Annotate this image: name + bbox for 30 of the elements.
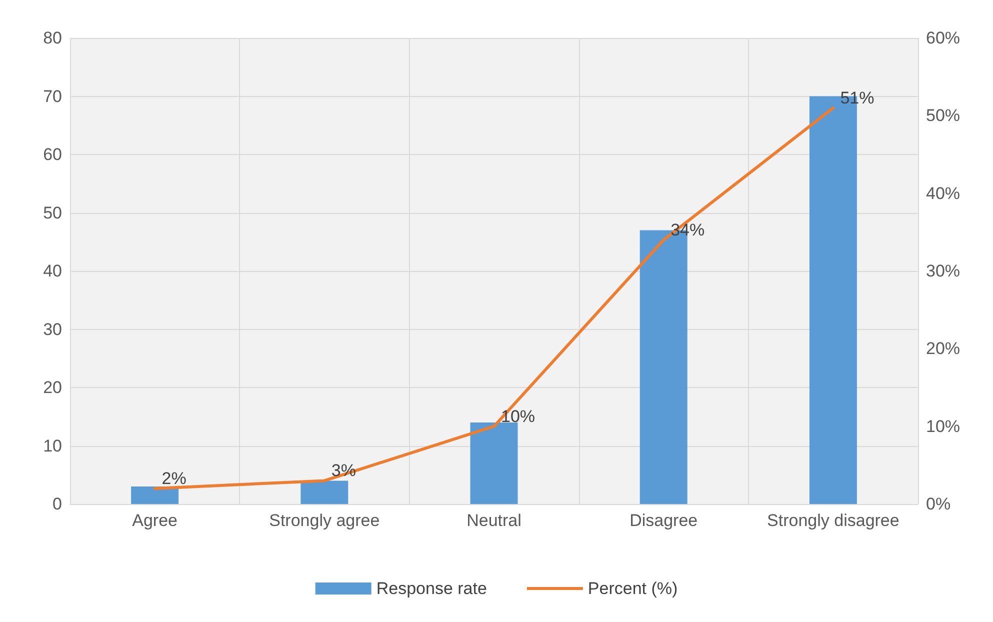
bar: [131, 486, 179, 504]
x-tick-label: Strongly disagree: [767, 511, 900, 530]
y2-tick-label: 10%: [926, 416, 960, 436]
y2-tick-label: 0%: [926, 494, 951, 514]
y2-tick-label: 20%: [926, 339, 960, 358]
y2-tick-label: 50%: [926, 106, 960, 126]
x-tick-label: Disagree: [630, 511, 698, 530]
y2-tick-label: 40%: [926, 184, 960, 203]
x-tick-label: Strongly agree: [269, 511, 380, 530]
data-label: 10%: [501, 406, 536, 426]
y-tick-label: 70: [43, 86, 62, 106]
y2-tick-label: 30%: [926, 262, 960, 280]
y-tick-label: 20: [43, 378, 62, 397]
data-label: 2%: [162, 468, 186, 488]
y-tick-label: 80: [43, 28, 62, 48]
data-label: 51%: [840, 88, 874, 108]
y-tick-label: 50: [43, 203, 62, 222]
y-tick-label: 60: [43, 145, 62, 164]
x-tick-label: Agree: [132, 511, 178, 530]
line-series: [153, 106, 835, 490]
y-tick-label: 40: [43, 262, 62, 280]
bar: [300, 480, 348, 504]
legend-label: Percent (%): [588, 579, 678, 598]
y-tick-label: 10: [43, 436, 62, 456]
bar: [470, 422, 518, 504]
x-tick-label: Neutral: [466, 511, 522, 530]
y2-tick-label: 60%: [926, 28, 960, 48]
y-tick-label: 30: [43, 320, 62, 339]
y-tick-label: 0: [52, 494, 62, 514]
legend-label: Response rate: [376, 579, 487, 598]
